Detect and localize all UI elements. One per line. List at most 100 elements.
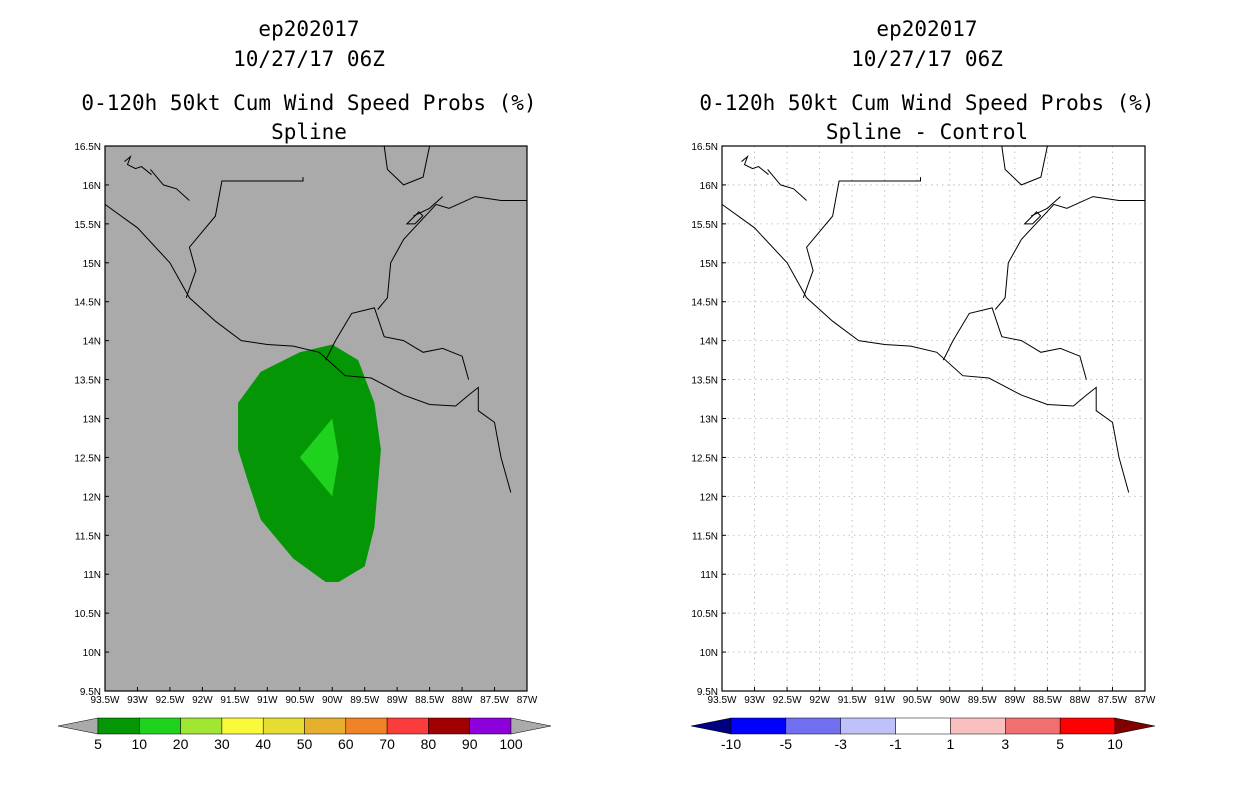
x-tick-label: 87.5W <box>1098 695 1127 706</box>
title-line-4: Spline - Control <box>826 120 1028 144</box>
prob-region-10-20 <box>299 418 339 497</box>
colorbar: 5 10 20 30 40 50 60 70 80 90 100 <box>57 717 552 752</box>
x-tick-label: 91W <box>874 695 895 706</box>
x-tick-label: 87W <box>1135 695 1156 706</box>
colorbar-swatch <box>180 717 223 735</box>
colorbar-swatch <box>950 717 1006 735</box>
y-tick-label: 12N <box>700 492 718 503</box>
colorbar-label: 70 <box>379 736 395 752</box>
colorbar-swatch <box>840 717 896 735</box>
colorbar-label: 3 <box>1001 736 1009 752</box>
y-tick-label: 9.5N <box>80 687 101 698</box>
border-line <box>185 177 304 298</box>
x-tick-label: 90W <box>939 695 960 706</box>
x-tick-label: 88.5W <box>415 695 444 706</box>
border-line <box>994 196 1145 310</box>
x-tick-label: 91W <box>257 695 278 706</box>
colorbar-swatch <box>221 717 264 735</box>
title-line-1: ep202017 <box>258 17 359 41</box>
coastline <box>721 203 1130 493</box>
colorbar-label: 30 <box>214 736 230 752</box>
y-tick-label: 12.5N <box>691 453 718 464</box>
y-tick-label: 10.5N <box>74 609 101 620</box>
coastline <box>104 203 512 493</box>
border-line <box>377 196 527 310</box>
y-tick-label: 13N <box>700 415 718 426</box>
colorbar-label: 40 <box>255 736 271 752</box>
title-line-1: ep202017 <box>876 17 977 41</box>
x-tick-label: 88W <box>1070 695 1091 706</box>
plot-background <box>722 146 1145 691</box>
x-tick-label: 93W <box>744 695 765 706</box>
x-tick-label: 87W <box>517 695 538 706</box>
title-line-2: 10/27/17 06Z <box>851 47 1003 71</box>
colorbar-label: 50 <box>297 736 313 752</box>
y-tick-label: 14N <box>700 337 718 348</box>
colorbar-swatch <box>1005 717 1061 735</box>
colorbar-label: 100 <box>499 736 523 752</box>
y-tick-label: 15.5N <box>74 220 101 231</box>
colorbar-label: 1 <box>947 736 955 752</box>
y-tick-label: 11N <box>83 570 101 581</box>
colorbar-swatch <box>785 717 841 735</box>
bay-shape <box>405 211 424 225</box>
x-tick-label: 88W <box>452 695 473 706</box>
colorbar-over-arrow <box>510 717 552 735</box>
colorbar-swatch <box>895 717 951 735</box>
y-tick-label: 16N <box>700 181 718 192</box>
y-tick-label: 10N <box>700 648 718 659</box>
colorbar-under-arrow <box>57 717 99 735</box>
colorbar-label: 60 <box>338 736 354 752</box>
colorbar-label: 90 <box>462 736 478 752</box>
colorbar-label: 5 <box>1056 736 1064 752</box>
border-line <box>1001 145 1048 186</box>
y-tick-label: 16.5N <box>691 142 718 153</box>
x-tick-label: 92.5W <box>773 695 802 706</box>
x-tick-label: 93.5W <box>708 695 737 706</box>
border-line <box>325 307 470 380</box>
y-tick-label: 10N <box>83 648 101 659</box>
x-tick-label: 89W <box>1005 695 1026 706</box>
colorbar: -10 -5 -3 -1 1 3 5 10 <box>690 717 1156 752</box>
colorbar-label: 10 <box>132 736 148 752</box>
border-line <box>383 145 431 186</box>
colorbar-swatch <box>139 717 181 735</box>
bay-shape <box>1023 211 1042 225</box>
colorbar-label: -3 <box>834 736 847 752</box>
x-tick-label: 92W <box>809 695 830 706</box>
title-line-4: Spline <box>271 120 347 144</box>
title-line-2: 10/27/17 06Z <box>233 47 385 71</box>
colorbar-label: -5 <box>780 736 793 752</box>
colorbar-swatch <box>386 717 429 735</box>
y-tick-label: 9.5N <box>697 687 718 698</box>
y-tick-label: 15N <box>83 259 101 270</box>
y-tick-label: 13.5N <box>74 376 101 387</box>
x-tick-label: 88.5W <box>1033 695 1062 706</box>
lake-shape <box>741 154 769 175</box>
border-line <box>942 307 1087 380</box>
y-tick-label: 11.5N <box>692 531 718 542</box>
y-tick-label: 14.5N <box>691 298 718 309</box>
colorbar-swatch <box>304 717 347 735</box>
right-panel-spline-minus-control: ep202017 10/27/17 06Z 0-120h 50kt Cum Wind… <box>690 17 1156 752</box>
x-tick-label: 91.5W <box>838 695 867 706</box>
colorbar-label: -1 <box>889 736 902 752</box>
lake-shape <box>124 154 152 175</box>
x-tick-label: 91.5W <box>220 695 249 706</box>
y-tick-label: 11.5N <box>75 531 101 542</box>
y-tick-label: 15.5N <box>691 220 718 231</box>
y-tick-label: 12N <box>83 492 101 503</box>
y-tick-label: 10.5N <box>691 609 718 620</box>
y-tick-label: 14N <box>83 337 101 348</box>
x-tick-label: 89.5W <box>350 695 379 706</box>
y-tick-label: 16N <box>83 181 101 192</box>
y-tick-label: 12.5N <box>74 453 101 464</box>
colorbar-swatch <box>1059 717 1116 735</box>
y-tick-label: 15N <box>700 259 718 270</box>
colorbar-label: 5 <box>94 736 102 752</box>
title-line-3: 0-120h 50kt Cum Wind Speed Probs (%) <box>81 91 536 115</box>
border-line <box>150 169 190 201</box>
y-tick-label: 14.5N <box>74 298 101 309</box>
x-tick-label: 87.5W <box>480 695 509 706</box>
